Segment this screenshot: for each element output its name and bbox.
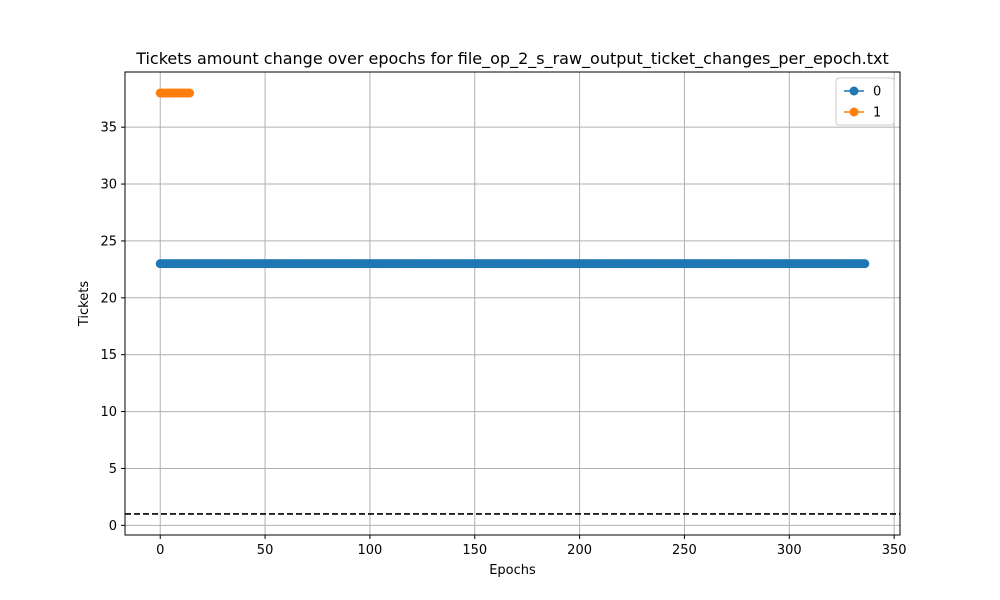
- x-tick-label: 250: [672, 543, 697, 558]
- legend-marker-0: [849, 86, 859, 96]
- data-point: [185, 88, 195, 98]
- y-ticks: 0 5 10 15 20 25 30 35: [100, 121, 125, 534]
- x-tick-label: 300: [777, 543, 802, 558]
- chart-title: Tickets amount change over epochs for fi…: [135, 49, 889, 69]
- x-tick-label: 100: [357, 543, 382, 558]
- data-point: [860, 259, 870, 269]
- legend-box: [835, 77, 895, 126]
- y-tick-label: 30: [100, 178, 117, 193]
- plot-frame: [124, 71, 901, 536]
- legend: 01: [835, 77, 895, 126]
- y-axis-label: Tickets: [77, 281, 92, 327]
- x-ticks: 0 50 100 150 200 250 300 350: [156, 535, 907, 558]
- x-tick-label: 200: [567, 543, 592, 558]
- x-tick-label: 350: [882, 543, 907, 558]
- y-tick-label: 10: [100, 405, 117, 420]
- y-tick-label: 15: [100, 348, 117, 363]
- y-tick-label: 20: [100, 291, 117, 306]
- x-tick-label: 50: [257, 543, 274, 558]
- series-group: [155, 88, 870, 269]
- legend-label-0: 0: [873, 85, 881, 100]
- y-tick-label: 0: [109, 519, 117, 534]
- y-tick-label: 25: [100, 234, 117, 249]
- y-tick-label: 5: [109, 462, 117, 477]
- x-axis-label: Epochs: [489, 563, 536, 578]
- legend-marker-1: [849, 107, 859, 117]
- y-tick-label: 35: [100, 121, 117, 136]
- series-1: [155, 88, 195, 98]
- legend-label-1: 1: [873, 106, 881, 121]
- x-tick-label: 150: [462, 543, 487, 558]
- grid: [125, 72, 900, 535]
- series-0: [155, 259, 870, 269]
- x-tick-label: 0: [156, 543, 164, 558]
